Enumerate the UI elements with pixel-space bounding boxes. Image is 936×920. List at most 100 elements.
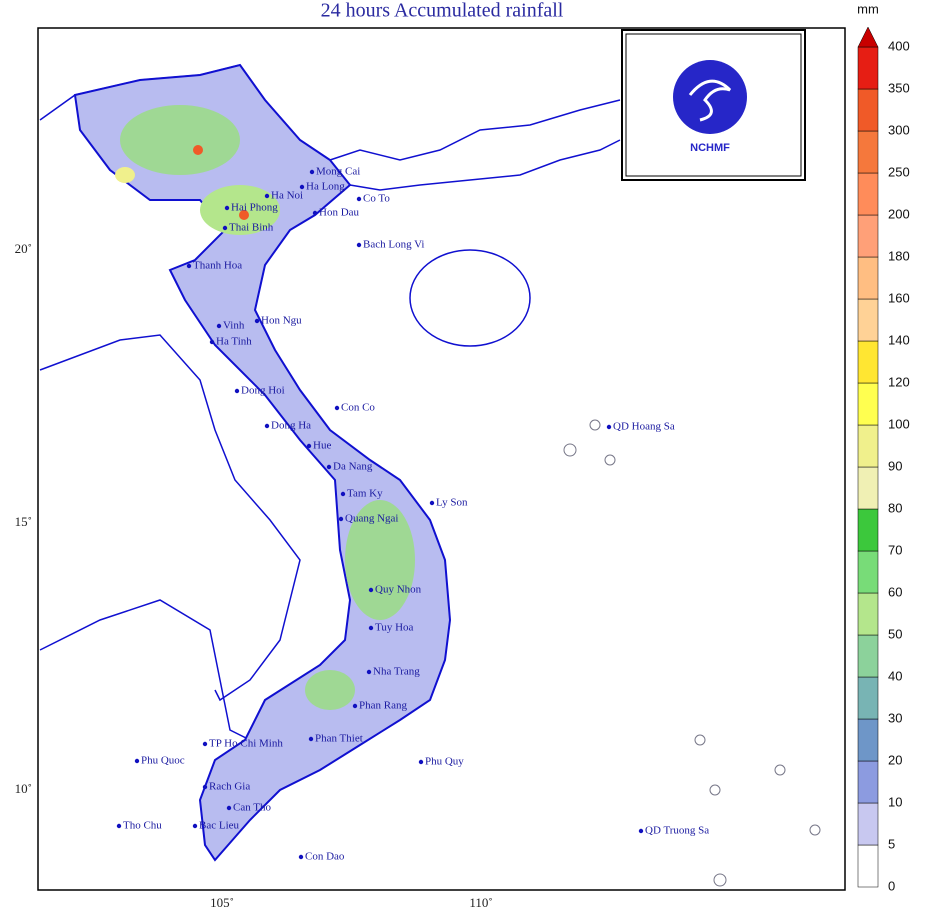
- place-label: Tho Chu: [123, 820, 162, 832]
- colorbar-label: 120: [888, 374, 910, 389]
- lon-label: 105˚: [210, 895, 234, 910]
- colorbar-label: 80: [888, 500, 902, 515]
- colorbar-band: [857, 718, 879, 762]
- colorbar-band: [857, 340, 879, 384]
- islands: [563, 419, 821, 887]
- place-label: Phu Quoc: [141, 755, 185, 767]
- colorbar-band: [857, 46, 879, 90]
- colorbar-label: 5: [888, 836, 895, 851]
- colorbar-band: [857, 592, 879, 636]
- place-label: Hon Dau: [319, 207, 360, 219]
- colorbar-label: 100: [888, 416, 910, 431]
- rain-patches: [115, 105, 415, 710]
- place-dot: [134, 758, 140, 764]
- place-dot: [366, 669, 372, 675]
- colorbar-label: 30: [888, 710, 902, 725]
- colorbar-band: [857, 214, 879, 258]
- place-dot: [309, 169, 315, 175]
- place-label: QD Truong Sa: [645, 825, 709, 837]
- colorbar-band: [857, 382, 879, 426]
- place-dot: [352, 703, 358, 709]
- place-dot: [298, 854, 304, 860]
- place-label: Ly Son: [436, 497, 468, 509]
- logo-swirl: [688, 79, 732, 122]
- place-dot: [192, 823, 198, 829]
- place-dot: [202, 784, 208, 790]
- place-dot: [234, 388, 240, 394]
- place-dot: [368, 625, 374, 631]
- map-title: 24 hours Accumulated rainfall: [321, 0, 564, 22]
- place-dot: [326, 464, 332, 470]
- place-dot: [418, 759, 424, 765]
- vietnam-rain-area: [73, 63, 452, 862]
- lat-label: 15˚: [15, 514, 32, 529]
- place-dot: [368, 587, 374, 593]
- cambodia-border: [39, 599, 251, 741]
- place-label: Ha Tinh: [216, 336, 252, 348]
- colorbar-band: [857, 760, 879, 804]
- place-dot: [356, 196, 362, 202]
- colorbar-band: [857, 256, 879, 300]
- place-dot: [340, 491, 346, 497]
- colorbar-label: 160: [888, 290, 910, 305]
- colorbar-band: [857, 88, 879, 132]
- place-dot: [222, 225, 228, 231]
- colorbar-label: 40: [888, 668, 902, 683]
- place-dot: [264, 193, 270, 199]
- colorbar-band: [857, 508, 879, 552]
- place-dot: [308, 736, 314, 742]
- logo-inner: [625, 33, 802, 177]
- place-dot: [606, 424, 612, 430]
- colorbar-label: 10: [888, 794, 902, 809]
- colorbar-band: [857, 172, 879, 216]
- place-label: Hue: [313, 440, 331, 452]
- hainan: [409, 249, 531, 347]
- colorbar: 0 5 10 20 30 40 50 60 70 80 90 100 120 140 160 180 200 25…: [857, 26, 910, 893]
- colorbar-label: 180: [888, 248, 910, 263]
- place-label: TP Ho Chi Minh: [209, 738, 283, 750]
- place-dot: [226, 805, 232, 811]
- place-label: Phu Quy: [425, 756, 464, 768]
- lat-label: 20˚: [15, 241, 32, 256]
- place-label: Con Dao: [305, 851, 345, 863]
- place-dot: [202, 741, 208, 747]
- colorbar-band: [857, 802, 879, 846]
- place-label: Dong Hoi: [241, 385, 285, 397]
- place-label: Da Nang: [333, 461, 373, 473]
- colorbar-band: [857, 634, 879, 678]
- place-label: Hon Ngu: [261, 315, 302, 327]
- place-label: Hai Phong: [231, 202, 278, 214]
- china-coast: [349, 139, 621, 191]
- place-label: Tuy Hoa: [375, 622, 414, 634]
- colorbar-band: [857, 676, 879, 720]
- place-label: QD Hoang Sa: [613, 421, 675, 433]
- place-label: Co To: [363, 193, 390, 205]
- colorbar-label: 60: [888, 584, 902, 599]
- colorbar-band: [857, 424, 879, 468]
- place-label: Can Tho: [233, 802, 271, 814]
- colorbar-arrow: [857, 26, 879, 48]
- place-label: Ha Noi: [271, 190, 303, 202]
- place-label: Bach Long Vi: [363, 239, 424, 251]
- laos-border: [39, 334, 301, 702]
- colorbar-unit: mm: [857, 1, 879, 16]
- place-dot: [356, 242, 362, 248]
- place-label: Thanh Hoa: [193, 260, 242, 272]
- colorbar-label: 350: [888, 80, 910, 95]
- colorbar-label: 0: [888, 878, 895, 893]
- place-label: Phan Rang: [359, 700, 407, 712]
- colorbar-label: 70: [888, 542, 902, 557]
- place-dot: [638, 828, 644, 834]
- place-dot: [264, 423, 270, 429]
- place-dot: [429, 500, 435, 506]
- place-dot: [334, 405, 340, 411]
- place-label: Phan Thiet: [315, 733, 363, 745]
- place-dot: [312, 210, 318, 216]
- place-dot: [116, 823, 122, 829]
- place-label: Mong Cai: [316, 166, 360, 178]
- place-label: Rach Gia: [209, 781, 250, 793]
- colorbar-band: [857, 466, 879, 510]
- place-dot: [224, 205, 230, 211]
- place-dot: [254, 318, 260, 324]
- place-dot: [216, 323, 222, 329]
